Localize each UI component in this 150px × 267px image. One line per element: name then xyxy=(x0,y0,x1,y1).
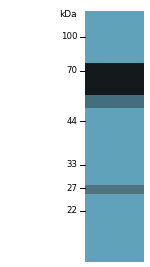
Text: 22: 22 xyxy=(66,206,77,215)
Text: 100: 100 xyxy=(61,32,77,41)
Text: 70: 70 xyxy=(66,66,77,75)
Bar xyxy=(85,11,144,262)
Bar xyxy=(85,95,144,108)
Text: 44: 44 xyxy=(66,117,77,126)
Bar xyxy=(85,185,144,194)
Text: 27: 27 xyxy=(66,184,77,193)
Text: kDa: kDa xyxy=(60,10,77,19)
Bar xyxy=(85,63,144,95)
Text: 33: 33 xyxy=(66,160,77,169)
